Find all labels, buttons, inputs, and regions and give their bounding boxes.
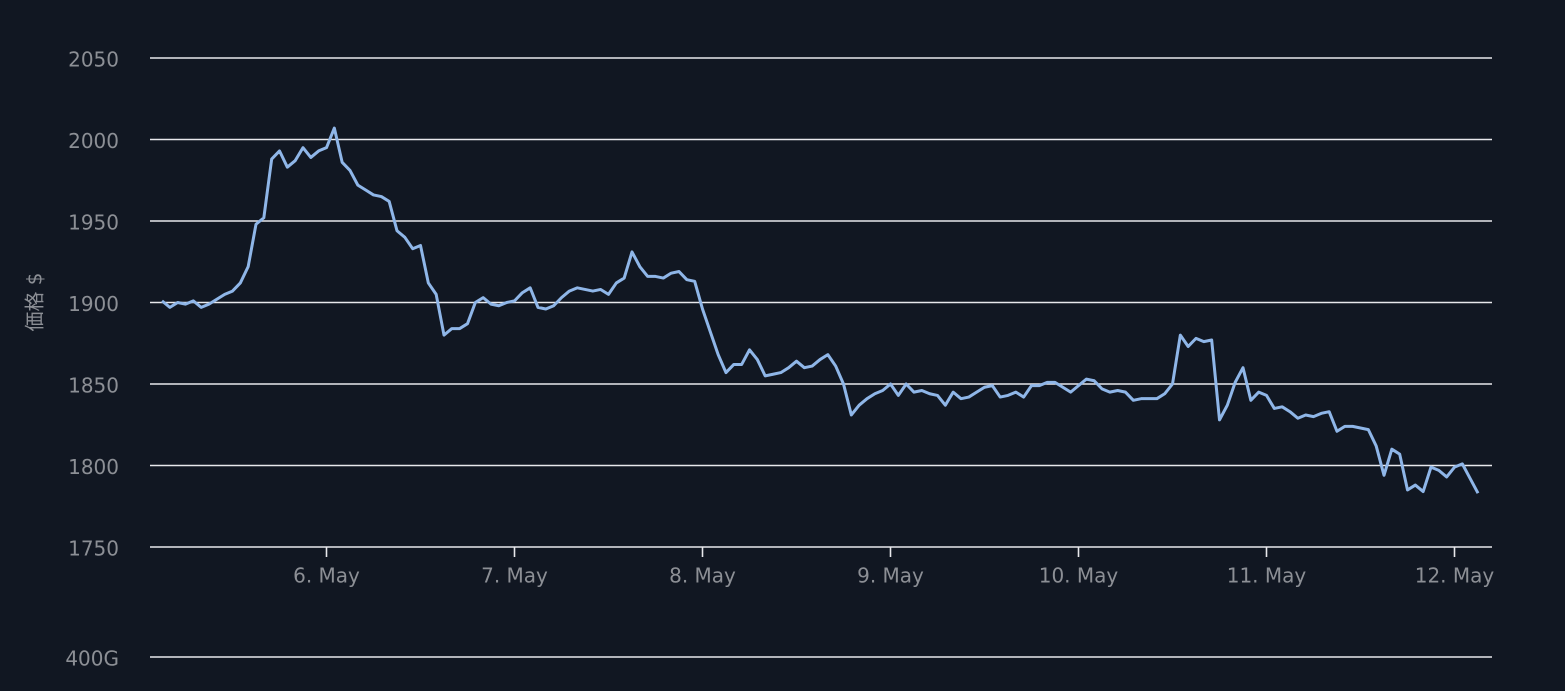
x-tick-label: 11. May [1227, 564, 1307, 588]
y-tick-label: 1800 [68, 455, 119, 479]
y-tick-label: 400G [65, 647, 119, 671]
y-tick-label: 2050 [68, 48, 119, 72]
x-tick-label: 8. May [669, 564, 736, 588]
y-tick-label: 1750 [68, 537, 119, 561]
y-tick-label: 2000 [68, 129, 119, 153]
x-tick-label: 6. May [293, 564, 360, 588]
x-tick-label: 12. May [1415, 564, 1495, 588]
x-tick-label: 10. May [1039, 564, 1119, 588]
x-tick-label: 7. May [481, 564, 548, 588]
y-tick-label: 1850 [68, 374, 119, 398]
x-tick-label: 9. May [857, 564, 924, 588]
y-axis-title: 価格 $ [23, 272, 47, 331]
price-line [161, 126, 1480, 494]
y-tick-label: 1950 [68, 211, 119, 235]
y-tick-label: 1900 [68, 292, 119, 316]
